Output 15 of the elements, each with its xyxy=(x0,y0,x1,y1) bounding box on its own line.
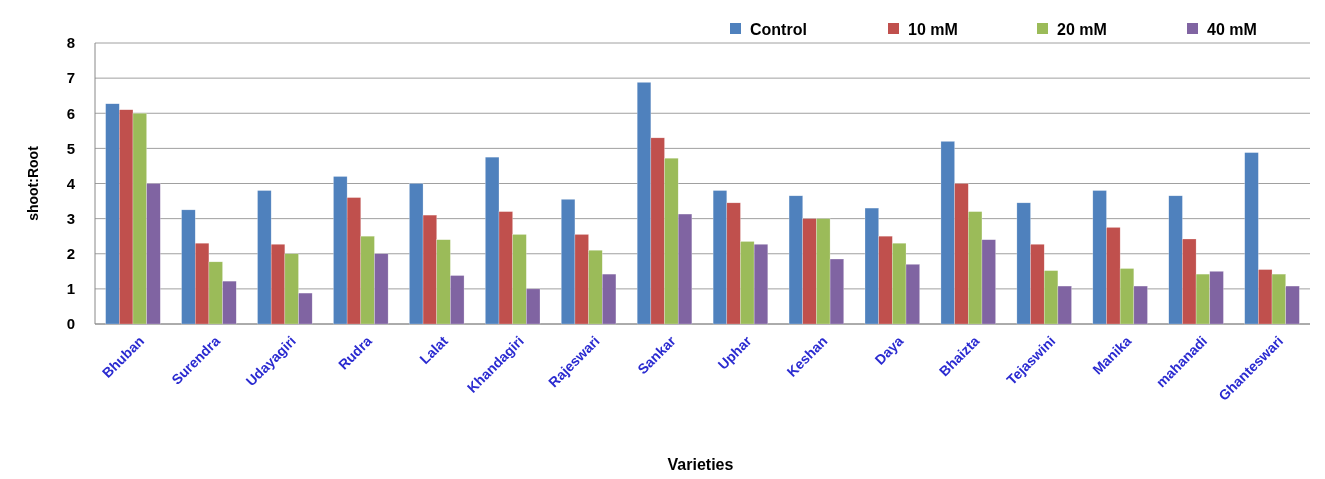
y-tick-label: 6 xyxy=(66,104,75,122)
legend-label: 10 mM xyxy=(908,20,958,38)
y-tick-label: 7 xyxy=(66,69,75,87)
legend-label: 20 mM xyxy=(1057,20,1107,38)
y-tick-label: 2 xyxy=(66,245,75,262)
y-tick-label: 1 xyxy=(66,280,75,298)
y-tick-label: 8 xyxy=(66,34,75,52)
legend-label: 40 mM xyxy=(1207,20,1257,38)
y-tick-label: 4 xyxy=(66,174,76,192)
y-tick-label: 0 xyxy=(66,315,75,333)
y-tick-label: 5 xyxy=(66,139,75,157)
x-axis-title: Varieties xyxy=(667,456,734,473)
legend-label: Control xyxy=(750,20,807,38)
y-axis-title: shoot:Root xyxy=(25,145,41,221)
y-tick-label: 3 xyxy=(66,209,75,227)
